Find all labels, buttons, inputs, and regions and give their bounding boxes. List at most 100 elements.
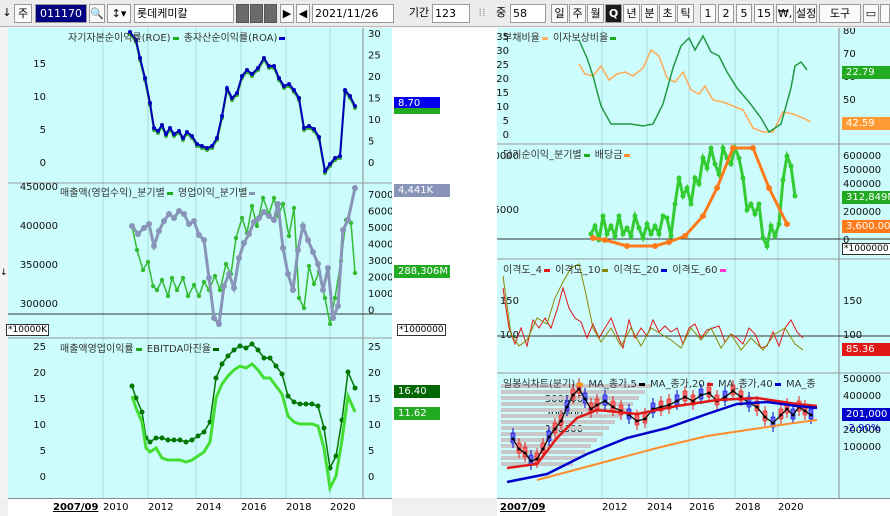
btn-month[interactable]: 월 — [587, 4, 604, 23]
roa-series-line-point — [312, 127, 316, 131]
roa-series-line-point — [134, 38, 138, 42]
dividend-series-line-point — [666, 239, 672, 245]
ebitda-tick: 20 — [368, 368, 381, 379]
ebitda-series-line-point — [147, 439, 153, 445]
option-icon-2[interactable] — [250, 4, 263, 23]
revenue-series-line-point — [169, 275, 175, 281]
opmargin-tick: 20 — [33, 368, 46, 379]
opincome-tick: 100000 — [368, 289, 392, 300]
revenue-series-line-point — [352, 270, 358, 276]
prev-icon[interactable]: ◀ — [296, 4, 310, 23]
btn-tick[interactable]: 틱 — [677, 4, 694, 23]
r-chart3-title: 이격도_4 이격도_10 이격도_20 이격도_60 — [503, 261, 728, 276]
roa-tick: 15 — [368, 94, 381, 105]
roa-value-tag: 8.70 — [394, 97, 440, 110]
stock-code-input[interactable]: 011170 — [35, 4, 87, 23]
ma5-title: MA_종가,5 — [588, 379, 637, 390]
btn-15[interactable]: 15 — [754, 4, 774, 23]
revenue-series-line-point — [223, 261, 229, 267]
revenue-series-line-point — [154, 287, 160, 293]
currency-button[interactable]: ₩, — [776, 4, 794, 23]
right-xaxis-label: 2018 — [735, 502, 761, 513]
btn-5[interactable]: 5 — [736, 4, 752, 23]
ebitda-series-line-point — [255, 347, 261, 353]
r-chart4-title: 일봉식차트(분기) MA_종가,5 MA_종가,20 MA_종가,40 MA_종 — [503, 375, 816, 390]
btn-quarter[interactable]: Q — [605, 4, 622, 23]
ebitda-series-line-point — [237, 343, 243, 349]
netincome-series-line-point — [704, 165, 710, 171]
down-arrow-icon[interactable]: ↓ — [2, 6, 12, 19]
option-icon-1[interactable] — [236, 4, 249, 23]
date-field[interactable]: 2021/11/26 — [312, 4, 394, 23]
opincome-series-line-point — [261, 209, 267, 215]
tools-button[interactable]: 도구 — [819, 4, 861, 23]
period-week-button[interactable]: 주 — [14, 4, 32, 23]
revenue-series-line-point — [239, 215, 245, 221]
revenue-series-line-point — [145, 259, 151, 265]
candle-legend-icon — [577, 382, 584, 386]
mid-input[interactable]: 58 — [510, 4, 546, 23]
collapse-icon[interactable]: ↓ — [0, 268, 8, 278]
roa-series-line-point — [200, 144, 204, 148]
ma60-series-line — [536, 419, 818, 481]
price-tick-r: 400000 — [843, 391, 881, 402]
ebitda-series-line-point — [195, 433, 201, 439]
ebitda-tick: 5 — [368, 446, 374, 457]
roa-series-line-point — [230, 96, 234, 100]
btn-2[interactable]: 2 — [718, 4, 734, 23]
stock-name-field[interactable]: 롯데케미칼 — [134, 4, 234, 23]
sort-icon[interactable]: ↕▾ — [107, 4, 131, 23]
opincome-series-line-point — [320, 287, 326, 293]
revenue-series-line-point — [165, 293, 171, 299]
btn-minute[interactable]: 분 — [641, 4, 658, 23]
candle-title: 일봉식차트(분기) — [503, 379, 576, 390]
grid-icon[interactable]: ⁞⁞ — [478, 6, 486, 19]
roa-tick: 10 — [368, 115, 381, 126]
ma5-series-line-point — [595, 403, 599, 407]
revenue-series-line-point — [254, 223, 260, 229]
btn-day[interactable]: 일 — [551, 4, 568, 23]
ma5-series-line-point — [779, 413, 783, 417]
debt-tick: 5 — [503, 116, 509, 127]
ma5-series-line-point — [529, 459, 533, 463]
ebitda-series-line-point — [225, 353, 231, 359]
ebitda-series-line-point — [177, 437, 183, 443]
opincome-series-line — [130, 187, 357, 328]
opincome-series-line-point — [300, 223, 306, 229]
folder-icon[interactable]: ▭ — [863, 4, 879, 23]
netincome-series-line-point — [772, 233, 778, 239]
play-icon[interactable]: ▶ — [280, 4, 294, 23]
settings-button[interactable]: 설정 — [795, 4, 817, 23]
netincome-tick: 10000 — [497, 151, 519, 162]
revenue-series-line-point — [332, 295, 338, 301]
period-input[interactable]: 123 — [432, 4, 470, 23]
interest-series-line — [578, 34, 808, 134]
volume-profile-bar — [501, 444, 591, 448]
search-icon[interactable]: 🔍 — [89, 4, 105, 23]
opincome-series-line-point — [196, 232, 202, 238]
roe-tick: 10 — [33, 92, 46, 103]
roa-tick: 20 — [368, 72, 381, 83]
opincome-series-line-point — [330, 315, 336, 321]
revenue-series-line-point — [306, 263, 312, 269]
netincome-series-line-point — [628, 233, 634, 239]
option-icon-3[interactable] — [264, 4, 277, 23]
revenue-series-line-point — [185, 293, 191, 299]
netincome-series-line-point — [788, 163, 794, 169]
netincome-series-line-point — [632, 213, 638, 219]
roa-series-line-point — [307, 124, 311, 128]
btn-1[interactable]: 1 — [700, 4, 716, 23]
more-icon[interactable] — [880, 4, 890, 23]
revenue-series-line-point — [291, 205, 297, 211]
btn-second[interactable]: 초 — [659, 4, 676, 23]
revenue-tick: 400000 — [20, 221, 58, 232]
netincome-series-line-point — [708, 145, 714, 151]
btn-week[interactable]: 주 — [569, 4, 586, 23]
netincome-series-line-point — [692, 175, 698, 181]
btn-year[interactable]: 년 — [623, 4, 640, 23]
opincome-tick: 700000 — [368, 190, 392, 201]
roa-series-line-point — [297, 96, 301, 100]
disp4-title: 이격도_4 — [503, 265, 542, 276]
right-xaxis-start: 2007/09 — [500, 502, 546, 513]
opincome-tick: 0 — [368, 306, 374, 317]
